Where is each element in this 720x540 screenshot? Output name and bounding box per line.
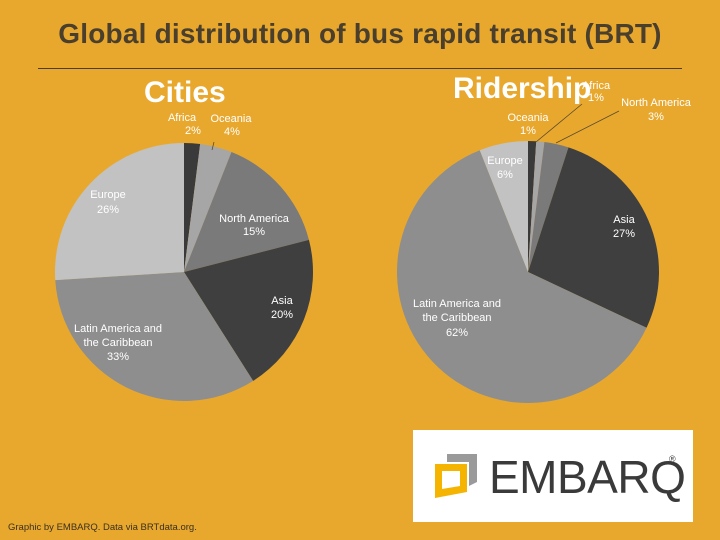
- ridership-value-asia: 27%: [613, 228, 635, 240]
- ridership-chart-title: Ridership: [453, 72, 592, 105]
- embarq-logo-text: EMBARQ: [489, 451, 686, 503]
- ridership-leader-africa: [535, 103, 583, 143]
- ridership-slice-asia: [528, 147, 659, 328]
- ridership-label-oceania: Oceania: [508, 112, 550, 124]
- ridership-slice-oceania: [528, 141, 545, 272]
- cities-leader-oceania: [211, 141, 215, 151]
- footer-credit: Graphic by EMBARQ. Data via BRTdata.org.: [8, 522, 197, 533]
- cities-label-oceania: Oceania: [211, 113, 253, 125]
- cities-value-asia: 20%: [271, 309, 293, 321]
- embarq-logo-mark-icon: [435, 454, 477, 498]
- cities-label-asia: Asia: [271, 295, 293, 307]
- cities-slice-north-america: [184, 152, 309, 272]
- cities-label-africa: Africa: [168, 112, 197, 124]
- ridership-value-latin-america-and-the-caribbean: 62%: [446, 327, 468, 339]
- ridership-label-europe: Europe: [487, 155, 522, 167]
- ridership-value-europe: 6%: [497, 169, 513, 181]
- ridership-label-north-america: North America: [621, 97, 692, 109]
- cities-slice-europe: [55, 143, 184, 281]
- page-title: Global distribution of bus rapid transit…: [58, 18, 662, 49]
- cities-label-latin-america-and-the-caribbean: Latin America and: [74, 323, 162, 335]
- cities-label-europe: Europe: [90, 189, 125, 201]
- cities-slice-latin-america-and-the-caribbean: [55, 272, 254, 401]
- embarq-logo: EMBARQ ®: [413, 430, 693, 522]
- ridership-slice-latin-america-and-the-caribbean: [397, 150, 647, 403]
- cities-slice-oceania: [184, 144, 232, 272]
- cities-value-europe: 26%: [97, 204, 119, 216]
- registered-mark: ®: [669, 454, 676, 464]
- ridership-label-latin-america-and-the-caribbean: the Caribbean: [422, 312, 491, 324]
- ridership-slice-europe: [479, 141, 528, 272]
- cities-value-latin-america-and-the-caribbean: 33%: [107, 351, 129, 363]
- ridership-value-north-america: 3%: [648, 111, 664, 123]
- cities-label-north-america: North America: [219, 213, 290, 225]
- cities-slice-africa: [184, 143, 201, 272]
- cities-label-latin-america-and-the-caribbean: the Caribbean: [83, 337, 152, 349]
- ridership-value-africa: 1%: [588, 92, 604, 104]
- cities-slice-asia: [184, 239, 313, 381]
- cities-value-north-america: 15%: [243, 226, 265, 238]
- ridership-label-africa: Africa: [582, 80, 611, 92]
- ridership-label-latin-america-and-the-caribbean: Latin America and: [413, 298, 501, 310]
- ridership-label-asia: Asia: [613, 214, 635, 226]
- ridership-leader-north-america: [555, 110, 620, 144]
- ridership-slice-africa: [528, 141, 537, 272]
- cities-value-africa: 2%: [185, 125, 201, 137]
- title-divider: [38, 68, 682, 69]
- cities-value-oceania: 4%: [224, 126, 240, 138]
- ridership-slice-north-america: [528, 142, 569, 272]
- cities-chart-title: Cities: [144, 76, 226, 109]
- ridership-value-oceania: 1%: [520, 125, 536, 137]
